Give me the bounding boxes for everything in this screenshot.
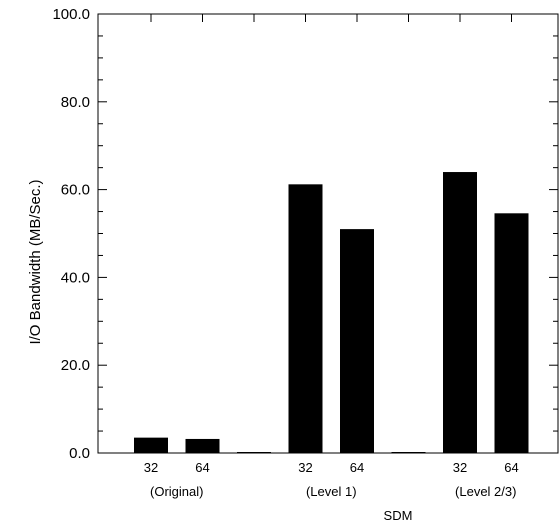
y-tick-label: 0.0 [69,445,90,462]
bar [443,172,477,454]
y-tick-label: 100.0 [52,6,90,23]
bar [134,437,168,453]
bar [340,229,374,453]
y-tick-label: 20.0 [61,357,90,374]
y-axis-ticks: 0.0 20.0 40.0 60.0 80.0 100.0 [52,6,558,462]
x-tick-label: 32 [144,460,158,475]
bar [391,452,426,453]
x-tick-label: 64 [504,460,518,475]
group-label: (Level 2/3) [455,484,516,499]
y-tick-label: 40.0 [61,269,90,286]
y-tick-label: 60.0 [61,182,90,199]
plot-frame [97,13,559,454]
x-axis-title: SDM [384,508,413,523]
bars [134,14,529,454]
x-tick-label: 32 [298,460,312,475]
y-axis-title: I/O Bandwidth (MB/Sec.) [27,179,44,344]
bar [185,438,220,453]
plot-border [97,13,559,454]
y-tick-label: 80.0 [61,94,90,111]
bar [237,452,271,453]
group-label: (Level 1) [306,484,357,499]
x-axis-labels: 32 64 32 64 32 64 (Original) (Level 1) (Level 2/… [144,460,519,499]
bar [288,184,323,453]
group-label: (Original) [150,484,203,499]
x-tick-label: 32 [453,460,467,475]
x-tick-label: 64 [350,460,364,475]
x-tick-label: 64 [195,460,209,475]
bar [494,213,529,453]
